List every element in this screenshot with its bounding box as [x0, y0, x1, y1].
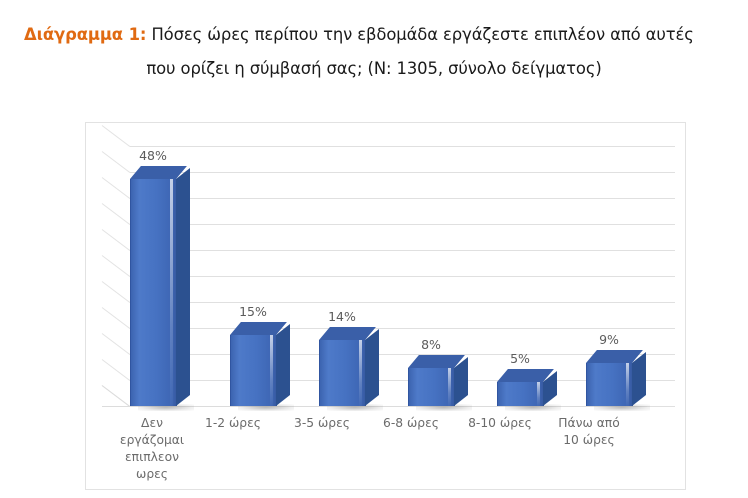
category-label-line: 3-5 ώρες	[294, 416, 350, 430]
category-label-line: 10 ώρες	[563, 433, 615, 447]
gridline	[130, 224, 675, 225]
category-label-line: 6-8 ώρες	[383, 416, 439, 430]
bar-highlight	[537, 382, 540, 406]
bar-value-label: 9%	[599, 332, 619, 347]
bar-shadow	[138, 404, 194, 411]
bar-front-face[interactable]	[230, 335, 277, 406]
bar-highlight	[448, 368, 451, 406]
bar-side-face	[176, 168, 190, 406]
bar-side-face	[276, 324, 290, 406]
category-label: Δεν εργάζομαι επιπλεον ωρες	[106, 415, 198, 483]
gridline-depth-edge	[101, 359, 131, 381]
bar-highlight	[359, 340, 362, 406]
bar-value-label: 8%	[421, 337, 441, 352]
bar-shadow	[327, 404, 383, 411]
bar-highlight	[170, 179, 173, 406]
bar-shadow	[594, 404, 650, 411]
chart-frame: 48% 15% 14% 8% 5% 9% Δεν εργάζομαι επιπλεον ωρες…	[85, 122, 686, 490]
gridline-depth-edge	[101, 281, 131, 303]
bar-value-label: 15%	[239, 304, 267, 319]
gridline	[130, 302, 675, 303]
bar-value-label: 14%	[328, 309, 356, 324]
gridline-depth-edge	[101, 255, 131, 277]
category-label-line: 1-2 ώρες	[205, 416, 261, 430]
category-label: 3-5 ώρες	[276, 415, 368, 432]
category-label-line: επιπλεον	[125, 450, 179, 464]
floor-front-edge	[102, 406, 647, 407]
bar-side-face	[632, 352, 646, 406]
category-label-line: εργάζομαι	[119, 433, 185, 447]
bar-highlight	[626, 363, 629, 406]
bar-shadow	[416, 404, 472, 411]
gridline	[130, 380, 675, 381]
category-label-line: Δεν	[141, 416, 163, 430]
gridline-depth-edge	[101, 125, 131, 147]
category-label-line: Πάνω από	[558, 416, 620, 430]
category-label-line: 8-10 ώρες	[468, 416, 532, 430]
chart-title-prefix: Διάγραμμα 1:	[24, 25, 147, 44]
category-label-line: ωρες	[136, 467, 168, 481]
bar-value-label: 48%	[139, 148, 167, 163]
bar-front-face[interactable]	[497, 382, 544, 406]
gridline	[130, 146, 675, 147]
chart-title-line-1: Διάγραμμα 1: Πόσες ώρες περίπου την εβδο…	[0, 18, 748, 52]
category-label: 8-10 ώρες	[454, 415, 546, 432]
bar-side-face	[365, 329, 379, 406]
bar-highlight	[270, 335, 273, 406]
chart-title-question: Πόσες ώρες περίπου την εβδομάδα εργάζεστ…	[146, 25, 694, 44]
plot-area: 48% 15% 14% 8% 5% 9% Δεν εργάζομαι επιπλεον ωρες…	[86, 123, 687, 491]
gridline-depth-edge	[101, 177, 131, 199]
bar-value-label: 5%	[510, 351, 530, 366]
chart-title-block: Διάγραμμα 1: Πόσες ώρες περίπου την εβδο…	[0, 18, 748, 86]
gridline-depth-edge	[101, 229, 131, 251]
bar-front-face[interactable]	[408, 368, 455, 406]
category-label: 6-8 ώρες	[365, 415, 457, 432]
bar-front-face[interactable]	[586, 363, 633, 406]
bar-front-face[interactable]	[130, 179, 177, 406]
category-label: Πάνω από 10 ώρες	[543, 415, 635, 449]
gridline	[130, 276, 675, 277]
gridline	[130, 198, 675, 199]
gridline	[130, 250, 675, 251]
bar-shadow	[238, 404, 294, 411]
floor-left-edge	[101, 385, 131, 407]
bar-shadow	[505, 404, 561, 411]
gridline-depth-edge	[101, 203, 131, 225]
gridline-depth-edge	[101, 307, 131, 329]
gridline	[130, 354, 675, 355]
bar-front-face[interactable]	[319, 340, 366, 406]
gridline-depth-edge	[101, 333, 131, 355]
gridline	[130, 172, 675, 173]
chart-title-line-2: που ορίζει η σύμβασή σας; (Ν: 1305, σύνο…	[146, 59, 602, 78]
category-label: 1-2 ώρες	[187, 415, 279, 432]
gridline	[130, 328, 675, 329]
